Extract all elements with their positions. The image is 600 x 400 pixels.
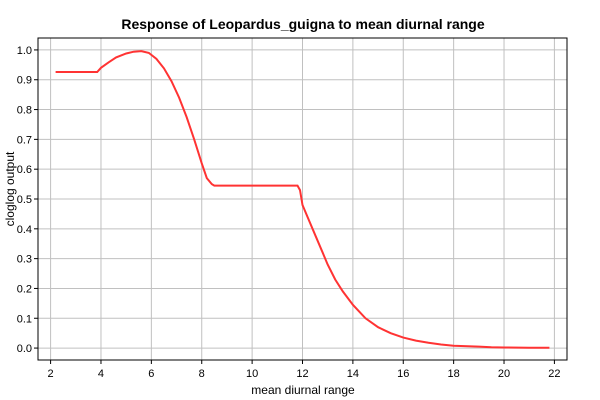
grid bbox=[38, 38, 567, 360]
x-tick-label: 10 bbox=[246, 368, 258, 380]
x-axis-label: mean diurnal range bbox=[251, 383, 355, 397]
series-line bbox=[55, 50, 550, 349]
x-tick-label: 16 bbox=[397, 368, 409, 380]
x-tick-label: 14 bbox=[347, 368, 359, 380]
y-tick-label: 0.9 bbox=[17, 75, 32, 87]
y-tick-label: 1.0 bbox=[17, 45, 32, 57]
y-tick-label: 0.0 bbox=[17, 343, 32, 355]
y-tick-label: 0.8 bbox=[17, 105, 32, 117]
y-tick-label: 0.4 bbox=[17, 224, 32, 236]
x-tick-label: 8 bbox=[199, 368, 205, 380]
y-tick-label: 0.2 bbox=[17, 283, 32, 295]
chart-title: Response of Leopardus_guigna to mean diu… bbox=[121, 16, 484, 32]
tick-labels: 2 4 6 8 10 12 14 16 18 20 22 0.0 0.1 0.2 0.3 0.4 0.5 0.6 0… bbox=[17, 45, 561, 380]
x-tick-label: 6 bbox=[148, 368, 154, 380]
ticks bbox=[34, 49, 555, 364]
x-tick-label: 12 bbox=[296, 368, 308, 380]
x-tick-label: 20 bbox=[498, 368, 510, 380]
y-tick-label: 0.3 bbox=[17, 254, 32, 266]
x-tick-label: 18 bbox=[448, 368, 460, 380]
y-tick-label: 0.1 bbox=[17, 313, 32, 325]
y-tick-label: 0.6 bbox=[17, 164, 32, 176]
x-tick-label: 2 bbox=[48, 368, 54, 380]
y-tick-label: 0.5 bbox=[17, 194, 32, 206]
y-axis-label: cloglog output bbox=[3, 151, 17, 226]
y-tick-label: 0.7 bbox=[17, 134, 32, 146]
x-tick-label: 22 bbox=[548, 368, 560, 380]
x-tick-label: 4 bbox=[98, 368, 104, 380]
